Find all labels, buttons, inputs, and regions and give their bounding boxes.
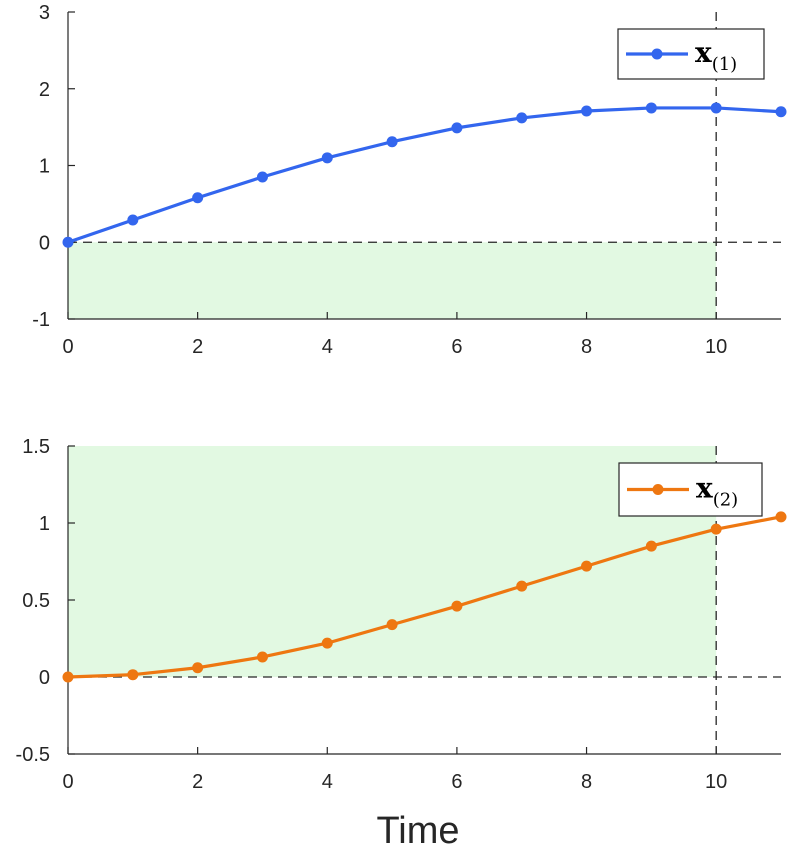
data-point <box>386 619 398 631</box>
y-tick-label: 3 <box>39 2 50 24</box>
y-tick-label: 1.5 <box>22 436 50 458</box>
x-tick-label: 4 <box>322 771 333 793</box>
data-point <box>127 214 139 226</box>
x-tick-label: 6 <box>451 336 462 358</box>
x-tick-label: 8 <box>581 336 592 358</box>
x-tick-label: 2 <box>192 771 203 793</box>
shaded-region <box>68 446 717 677</box>
legend: x(1) <box>617 28 765 80</box>
x-tick-label: 0 <box>62 336 73 358</box>
y-tick-label: 1 <box>39 156 50 178</box>
shaded-region <box>68 242 717 319</box>
y-tick-label: -0.5 <box>16 744 50 766</box>
data-point <box>256 651 268 663</box>
data-point <box>710 102 722 114</box>
y-tick-label: 0 <box>39 667 50 689</box>
legend: x(2) <box>618 462 763 517</box>
legend-label: x(1) <box>695 36 737 75</box>
y-tick-label: 0.5 <box>22 590 50 612</box>
x-tick-label: 0 <box>62 771 73 793</box>
data-point <box>516 580 528 592</box>
data-point <box>192 192 204 204</box>
data-point <box>451 600 463 612</box>
y-tick-label: 0 <box>39 232 50 254</box>
data-point <box>127 669 139 681</box>
series-line <box>67 106 782 244</box>
x-tick-label: 6 <box>451 771 462 793</box>
y-tick-label: -1 <box>32 309 50 331</box>
legend-marker <box>652 484 664 495</box>
data-point <box>321 637 333 649</box>
data-point <box>581 560 593 572</box>
plot-panel-bottom: 0 2 4 6 8 10 -0.5 0 0.5 1 1.5 x(2) <box>16 436 787 793</box>
y-tick-label: 2 <box>39 79 50 101</box>
x-tick-label: 8 <box>581 771 592 793</box>
series-line <box>67 515 782 679</box>
y-tick-label: 1 <box>39 513 50 535</box>
data-point <box>710 523 722 535</box>
data-point <box>775 106 787 118</box>
x-axis-label: Time <box>376 810 459 849</box>
data-point <box>62 236 74 248</box>
data-point <box>386 136 398 148</box>
legend-label: x(2) <box>696 472 738 511</box>
data-point <box>775 511 787 523</box>
data-point <box>256 171 268 183</box>
data-point <box>645 540 657 552</box>
x-tick-label: 2 <box>192 336 203 358</box>
plot-panel-top: 0 2 4 6 8 10 -1 0 1 2 3 x(1) <box>32 2 787 358</box>
data-point <box>581 105 593 117</box>
data-point <box>62 671 74 683</box>
data-point <box>321 152 333 164</box>
data-point <box>645 102 657 114</box>
x-tick-label: 10 <box>705 771 727 793</box>
data-point <box>451 122 463 134</box>
x-tick-label: 10 <box>705 336 727 358</box>
data-point <box>516 112 528 124</box>
legend-marker <box>651 48 663 60</box>
x-tick-label: 4 <box>322 336 333 358</box>
data-point <box>192 662 204 674</box>
